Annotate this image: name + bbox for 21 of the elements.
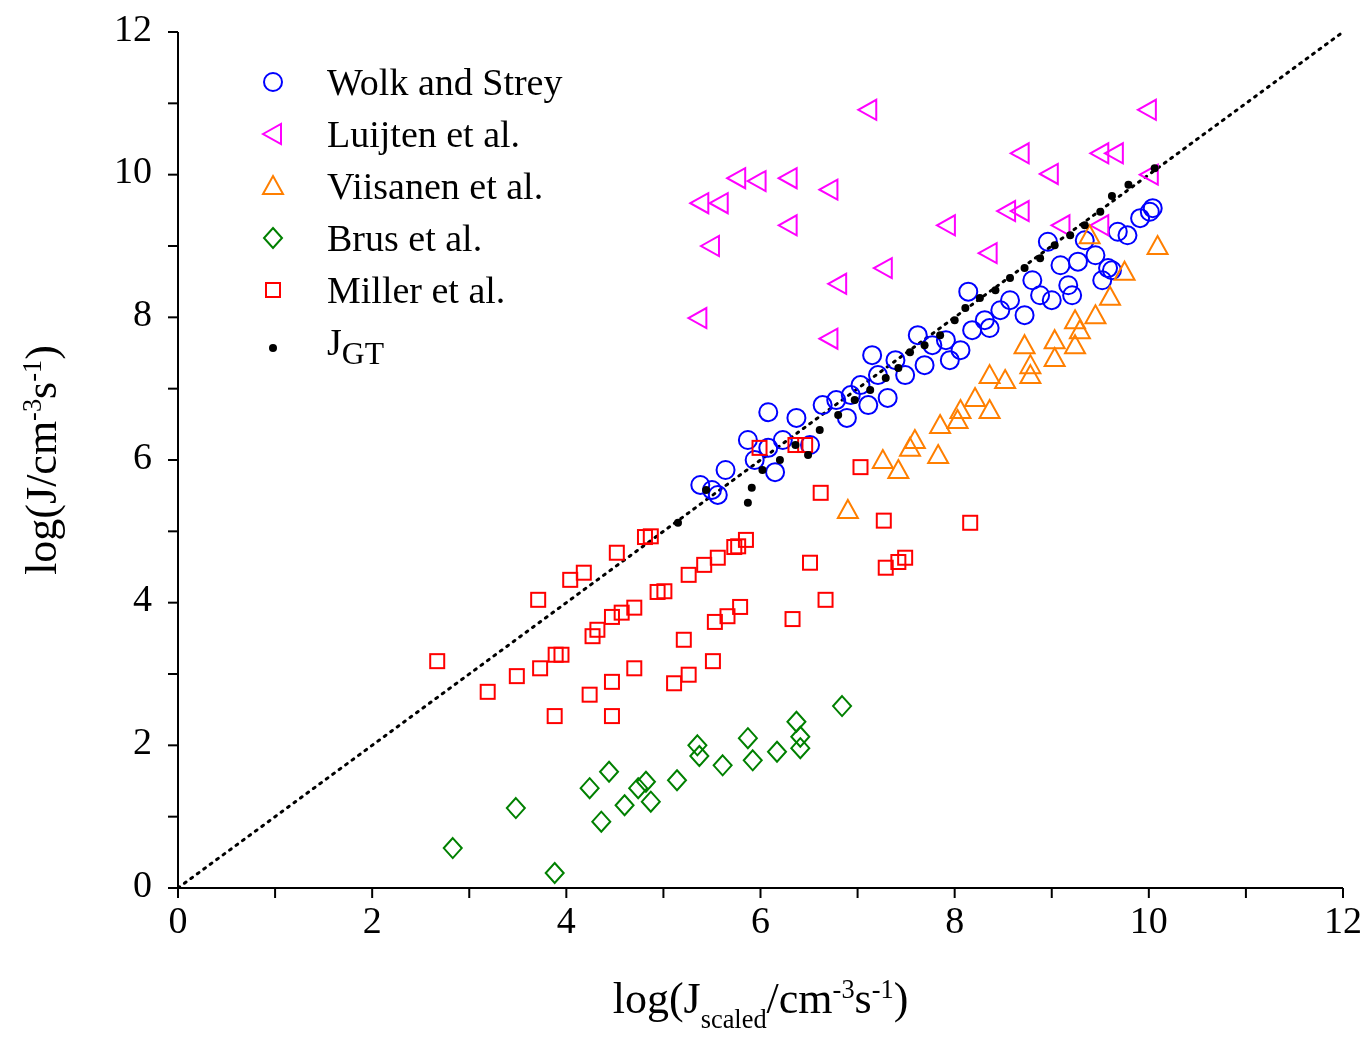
x-tick-label: 12 xyxy=(1324,898,1362,941)
y-tick-label: 6 xyxy=(133,434,152,477)
x-tick-label: 6 xyxy=(751,898,770,941)
legend-label: Miller et al. xyxy=(327,268,506,313)
x-tick-label: 8 xyxy=(945,898,965,941)
y-tick-label: 8 xyxy=(133,292,152,335)
x-tick-label: 2 xyxy=(362,898,382,941)
legend-label: Luijten et al. xyxy=(327,112,521,157)
x-tick-label: 0 xyxy=(168,898,188,941)
y-tick-label: 4 xyxy=(133,577,152,620)
legend-label: Viisanen et al. xyxy=(327,164,544,209)
y-tick-label: 12 xyxy=(114,6,152,49)
legend-label: J$_{GT}$ xyxy=(327,320,384,373)
x-tick-label: 10 xyxy=(1129,898,1168,941)
y-tick-label: 2 xyxy=(133,720,152,763)
x-tick-label: 4 xyxy=(556,898,576,941)
y-tick-label: 0 xyxy=(133,862,152,905)
legend-label: Wolk and Strey xyxy=(327,60,563,105)
legend-label: Brus et al. xyxy=(327,216,483,261)
y-tick-label: 10 xyxy=(114,149,152,192)
x-axis-title: log(J$_{scaled}$/cm$^{-3}$s$^{-1}$) xyxy=(612,974,909,1034)
